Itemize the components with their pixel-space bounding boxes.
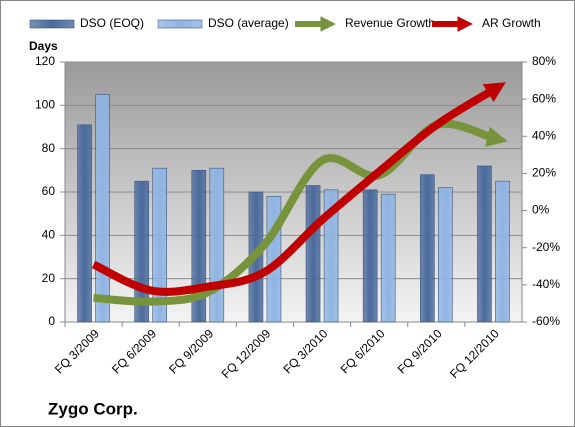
bar xyxy=(152,167,167,323)
y-tick-label: 60 xyxy=(42,184,56,198)
line-series xyxy=(91,82,506,296)
y2-tick-label: 0% xyxy=(532,203,550,217)
bar xyxy=(380,193,396,323)
bar xyxy=(305,185,321,323)
bar xyxy=(77,124,92,323)
y-axis-label: Days xyxy=(29,39,58,53)
legend-label: AR Growth xyxy=(482,16,541,30)
legend-label: Revenue Growth xyxy=(345,16,435,30)
y2-tick-label: 80% xyxy=(532,54,556,68)
bar xyxy=(495,180,510,323)
y2-tick-label: -40% xyxy=(532,277,560,291)
bar xyxy=(477,165,492,323)
y-tick-label: 120 xyxy=(35,54,55,68)
y-tick-label: 0 xyxy=(48,314,55,328)
bar xyxy=(209,167,225,323)
y-tick-label: 20 xyxy=(42,271,56,285)
chart-title: Zygo Corp. xyxy=(48,399,138,418)
bar xyxy=(362,189,378,323)
y2-tick-label: -20% xyxy=(532,240,560,254)
bar xyxy=(438,187,453,323)
y2-tick-label: -60% xyxy=(532,314,560,328)
legend-label: DSO (average) xyxy=(208,16,289,30)
y-tick-label: 100 xyxy=(35,98,55,112)
bar xyxy=(420,174,435,323)
bar xyxy=(323,189,339,323)
legend-label: DSO (EOQ) xyxy=(80,16,144,30)
legend-swatch xyxy=(157,19,203,29)
legend-swatch xyxy=(29,19,75,29)
y2-tick-label: 60% xyxy=(532,91,556,105)
y-tick-label: 40 xyxy=(42,228,56,242)
bar xyxy=(95,94,110,323)
y2-tick-label: 20% xyxy=(532,166,556,180)
y2-tick-label: 40% xyxy=(532,128,556,142)
y-tick-label: 80 xyxy=(42,141,56,155)
